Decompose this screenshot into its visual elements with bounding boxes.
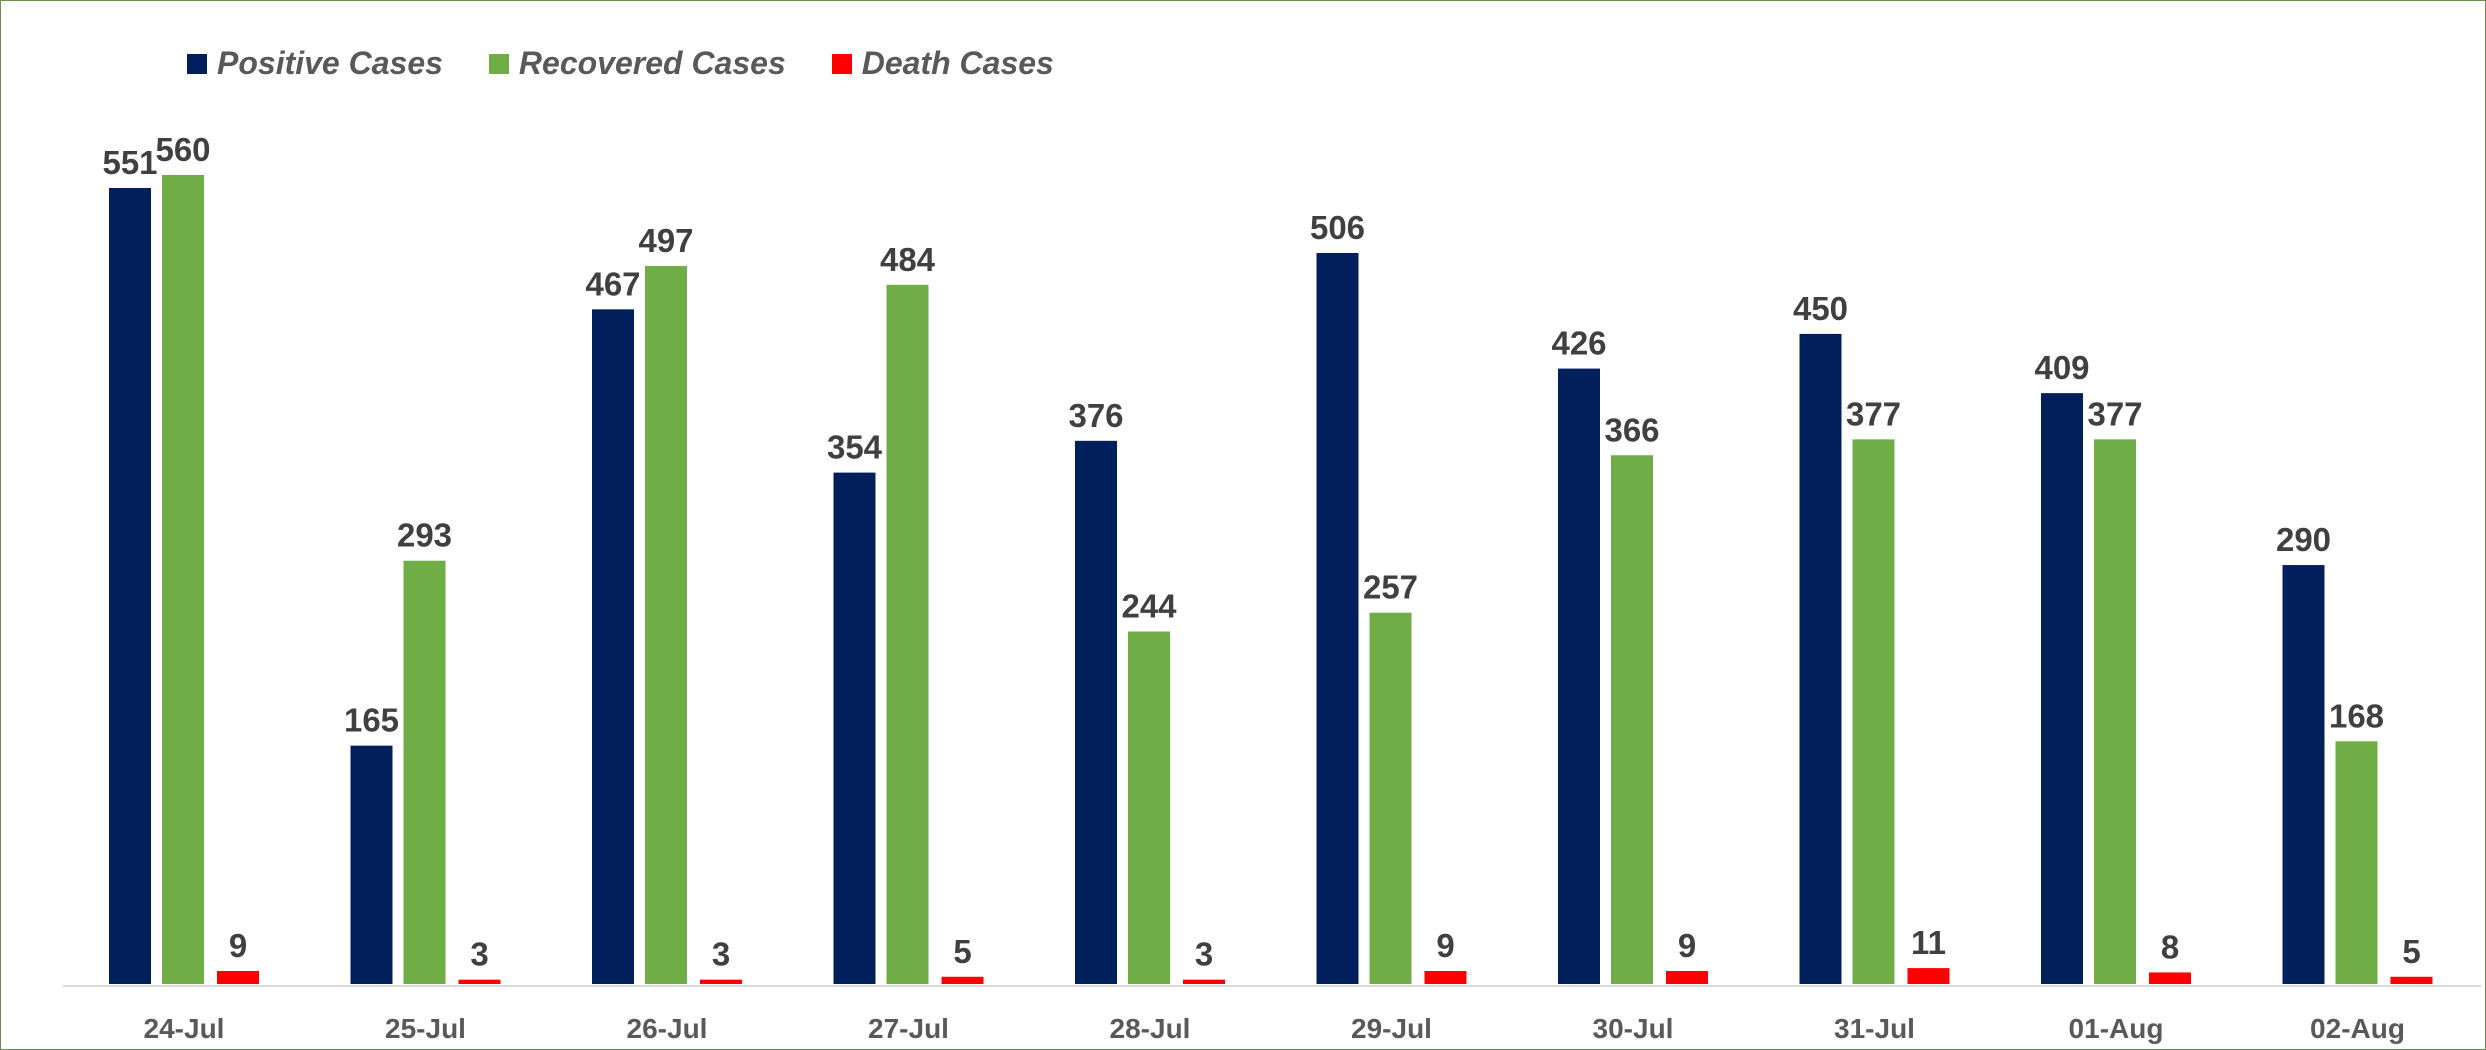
- bar-death-25-Jul: [458, 979, 501, 984]
- data-label-recovered-29-Jul: 257: [1363, 569, 1418, 606]
- bar-recovered-26-Jul: [645, 266, 687, 984]
- bar-positive-27-Jul: [833, 472, 876, 984]
- data-label-death-28-Jul: 3: [1195, 936, 1213, 973]
- x-tick-label: 24-Jul: [144, 1013, 225, 1044]
- x-tick-label: 02-Aug: [2310, 1013, 2405, 1044]
- bar-death-02-Aug: [2390, 976, 2433, 984]
- data-label-recovered-26-Jul: 497: [638, 222, 693, 259]
- data-label-death-30-Jul: 9: [1678, 927, 1696, 964]
- bar-death-28-Jul: [1183, 979, 1225, 984]
- x-tick-label: 29-Jul: [1351, 1013, 1432, 1044]
- bar-death-27-Jul: [941, 976, 984, 984]
- bar-death-29-Jul: [1424, 970, 1467, 984]
- data-label-recovered-24-Jul: 560: [155, 131, 210, 168]
- legend-swatch-death: [831, 53, 852, 74]
- bar-recovered-30-Jul: [1611, 455, 1653, 984]
- bar-death-24-Jul: [217, 970, 259, 984]
- legend-swatch-recovered: [488, 53, 509, 74]
- x-tick-label: 25-Jul: [385, 1013, 466, 1044]
- bar-recovered-28-Jul: [1128, 631, 1170, 984]
- x-tick-label: 28-Jul: [1110, 1013, 1191, 1044]
- bar-recovered-31-Jul: [1852, 439, 1895, 984]
- bar-death-01-Aug: [2149, 972, 2191, 984]
- data-label-recovered-02-Aug: 168: [2329, 697, 2384, 734]
- bars-layer: [109, 175, 2433, 985]
- x-tick-label: 26-Jul: [627, 1013, 708, 1044]
- legend-swatch-positive: [187, 53, 207, 74]
- x-tick-label: 31-Jul: [1834, 1013, 1915, 1044]
- bar-recovered-01-Aug: [2094, 439, 2136, 984]
- bar-recovered-02-Aug: [2335, 741, 2378, 984]
- data-label-death-24-Jul: 9: [229, 927, 247, 964]
- x-tick-label: 01-Aug: [2069, 1013, 2164, 1044]
- data-label-recovered-01-Aug: 377: [2087, 395, 2142, 432]
- data-label-death-27-Jul: 5: [953, 933, 971, 970]
- bar-death-30-Jul: [1666, 970, 1708, 984]
- data-label-recovered-30-Jul: 366: [1604, 411, 1659, 448]
- data-label-positive-24-Jul: 551: [102, 144, 157, 181]
- bar-positive-01-Aug: [2041, 393, 2083, 984]
- bar-recovered-29-Jul: [1369, 612, 1412, 984]
- bar-recovered-25-Jul: [403, 560, 446, 984]
- x-tick-label: 30-Jul: [1593, 1013, 1674, 1044]
- legend-item-positive: Positive Cases: [187, 45, 443, 82]
- data-label-positive-01-Aug: 409: [2034, 349, 2089, 386]
- bar-positive-26-Jul: [592, 309, 634, 984]
- data-label-positive-29-Jul: 506: [1310, 209, 1365, 246]
- bar-positive-24-Jul: [109, 188, 151, 985]
- legend-item-death: Death Cases: [831, 45, 1054, 82]
- data-label-death-25-Jul: 3: [470, 936, 488, 973]
- data-label-recovered-27-Jul: 484: [880, 241, 936, 278]
- data-label-recovered-28-Jul: 244: [1121, 588, 1177, 625]
- data-label-recovered-31-Jul: 377: [1846, 395, 1901, 432]
- legend-label-positive: Positive Cases: [217, 45, 443, 81]
- data-label-positive-26-Jul: 467: [585, 265, 640, 302]
- x-tick-label: 27-Jul: [868, 1013, 949, 1044]
- chart-legend: Positive Cases Recovered Cases Death Cas…: [187, 45, 1054, 82]
- legend-item-recovered: Recovered Cases: [488, 45, 786, 82]
- data-label-positive-28-Jul: 376: [1068, 397, 1123, 434]
- data-label-positive-31-Jul: 450: [1793, 290, 1848, 327]
- data-label-positive-27-Jul: 354: [827, 429, 883, 466]
- bar-recovered-27-Jul: [886, 284, 929, 984]
- bar-positive-25-Jul: [350, 745, 393, 984]
- bar-positive-28-Jul: [1075, 440, 1117, 984]
- data-label-death-31-Jul: 11: [1911, 924, 1946, 961]
- bar-positive-29-Jul: [1316, 253, 1359, 984]
- data-label-recovered-25-Jul: 293: [397, 517, 452, 554]
- data-label-positive-02-Aug: 290: [2276, 521, 2331, 558]
- bar-death-31-Jul: [1907, 968, 1950, 984]
- data-label-death-29-Jul: 9: [1436, 927, 1454, 964]
- legend-label-death: Death Cases: [861, 45, 1054, 81]
- data-label-positive-25-Jul: 165: [344, 702, 399, 739]
- data-label-positive-30-Jul: 426: [1551, 325, 1606, 362]
- bar-positive-02-Aug: [2282, 565, 2325, 984]
- data-label-death-26-Jul: 3: [712, 936, 730, 973]
- x-tick-labels-layer: 24-Jul 25-Jul 26-Jul 27-Jul 28-Jul 29-Jul 30-J…: [144, 1013, 2405, 1044]
- data-label-death-01-Aug: 8: [2161, 928, 2179, 965]
- bar-positive-30-Jul: [1558, 368, 1600, 984]
- data-label-death-02-Aug: 5: [2402, 933, 2420, 970]
- legend-label-recovered: Recovered Cases: [518, 45, 786, 81]
- bar-positive-31-Jul: [1799, 333, 1842, 984]
- bar-death-26-Jul: [700, 979, 742, 984]
- bar-recovered-24-Jul: [162, 175, 204, 984]
